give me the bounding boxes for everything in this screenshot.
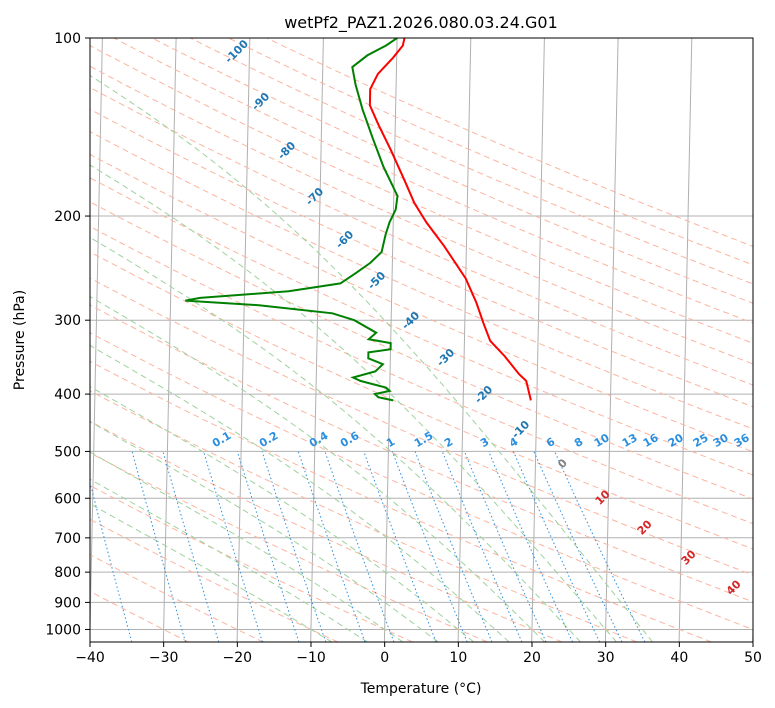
mixing-ratio-line — [488, 451, 574, 642]
x-tick-label: −30 — [149, 650, 179, 666]
y-tick-label: 800 — [54, 565, 81, 581]
moist-adiabat-line — [90, 296, 546, 642]
dewpoint-line — [185, 38, 399, 402]
moist-adiabat-line — [90, 421, 439, 642]
mixing-ratio-line — [236, 451, 300, 642]
y-tick-label: 300 — [54, 313, 81, 329]
y-tick-label: 900 — [54, 595, 81, 611]
x-tick-label: 30 — [597, 650, 615, 666]
dry-adiabat-line — [90, 251, 753, 550]
mixing-ratio-line — [414, 451, 493, 642]
isotherm-line — [90, 38, 103, 642]
isotherm-line — [383, 38, 398, 642]
y-tick-label: 100 — [54, 31, 81, 47]
temperature-line — [368, 38, 532, 401]
dry-adiabat-line — [113, 38, 753, 324]
dry-adiabat-line — [90, 201, 753, 500]
y-tick-label: 400 — [54, 387, 81, 403]
dry-adiabat-line — [90, 518, 339, 642]
dry-adiabat-line — [266, 38, 753, 247]
mixing-ratio-line — [261, 451, 327, 642]
background-lines — [90, 38, 753, 642]
mixing-ratio-line — [90, 480, 133, 642]
moist-adiabat-line — [90, 478, 368, 642]
mixing-ratio-line — [131, 451, 186, 642]
x-tick-label: −40 — [75, 650, 105, 666]
x-tick-label: 40 — [670, 650, 688, 666]
isotherm-line — [162, 38, 177, 642]
dry-adiabat-line — [90, 332, 753, 631]
x-tick-label: −20 — [223, 650, 253, 666]
x-tick-label: 20 — [523, 650, 541, 666]
dry-adiabat-line — [190, 38, 753, 285]
mixing-ratio-line — [363, 451, 437, 642]
mixing-ratio-line — [441, 451, 523, 642]
isotherm-line — [678, 38, 693, 642]
x-tick-label: 0 — [380, 650, 389, 666]
dry-adiabat-line — [90, 177, 753, 476]
dry-adiabat-line — [90, 108, 753, 408]
plot-frame — [89, 37, 754, 643]
moist-adiabat-line — [90, 344, 510, 642]
mixing-ratio-line — [162, 451, 220, 642]
y-tick-label: 500 — [54, 444, 81, 460]
dry-adiabat-line — [151, 38, 753, 304]
dry-adiabat-line — [90, 131, 753, 430]
moist-adiabat-line — [90, 236, 581, 642]
mixing-ratio-line — [203, 451, 263, 642]
isotherm-line — [604, 38, 619, 642]
dry-adiabat-line — [228, 38, 753, 266]
isotherm-line — [236, 38, 251, 642]
x-axis: −40 −30 −20 −10 0 10 20 30 40 50 — [75, 642, 762, 666]
sounding-series — [185, 38, 532, 402]
dry-adiabat-line — [90, 86, 753, 386]
mixing-ratio-line — [464, 451, 547, 642]
dry-adiabat-line — [90, 153, 753, 453]
x-axis-label: Temperature (°C) — [360, 681, 482, 697]
x-tick-label: 10 — [449, 650, 467, 666]
y-tick-label: 600 — [54, 491, 81, 507]
dry-adiabat-line — [90, 277, 753, 576]
y-axis: 100 200 300 400 500 600 700 800 900 1000 — [45, 31, 90, 638]
dry-adiabat-line — [90, 304, 753, 603]
dry-adiabat-line — [90, 225, 753, 525]
y-tick-label: 200 — [54, 209, 81, 225]
mixing-ratio-line — [297, 451, 366, 642]
dry-adiabat-line — [90, 420, 563, 642]
x-tick-label: 50 — [744, 650, 762, 666]
isotherm-line — [457, 38, 472, 642]
y-tick-label: 700 — [54, 531, 81, 547]
moist-adiabat-line — [90, 74, 653, 642]
dry-adiabat-line — [90, 65, 753, 365]
x-tick-label: −10 — [296, 650, 326, 666]
moist-adiabat-line — [90, 164, 617, 642]
mixing-ratio-line — [391, 451, 468, 642]
y-tick-label: 1000 — [45, 622, 81, 638]
y-axis-label: Pressure (hPa) — [12, 290, 28, 390]
dry-adiabat-line — [90, 45, 753, 344]
mixing-ratio-line — [324, 451, 395, 642]
chart-title: wetPf2_PAZ1.2026.080.03.24.G01 — [284, 13, 558, 33]
